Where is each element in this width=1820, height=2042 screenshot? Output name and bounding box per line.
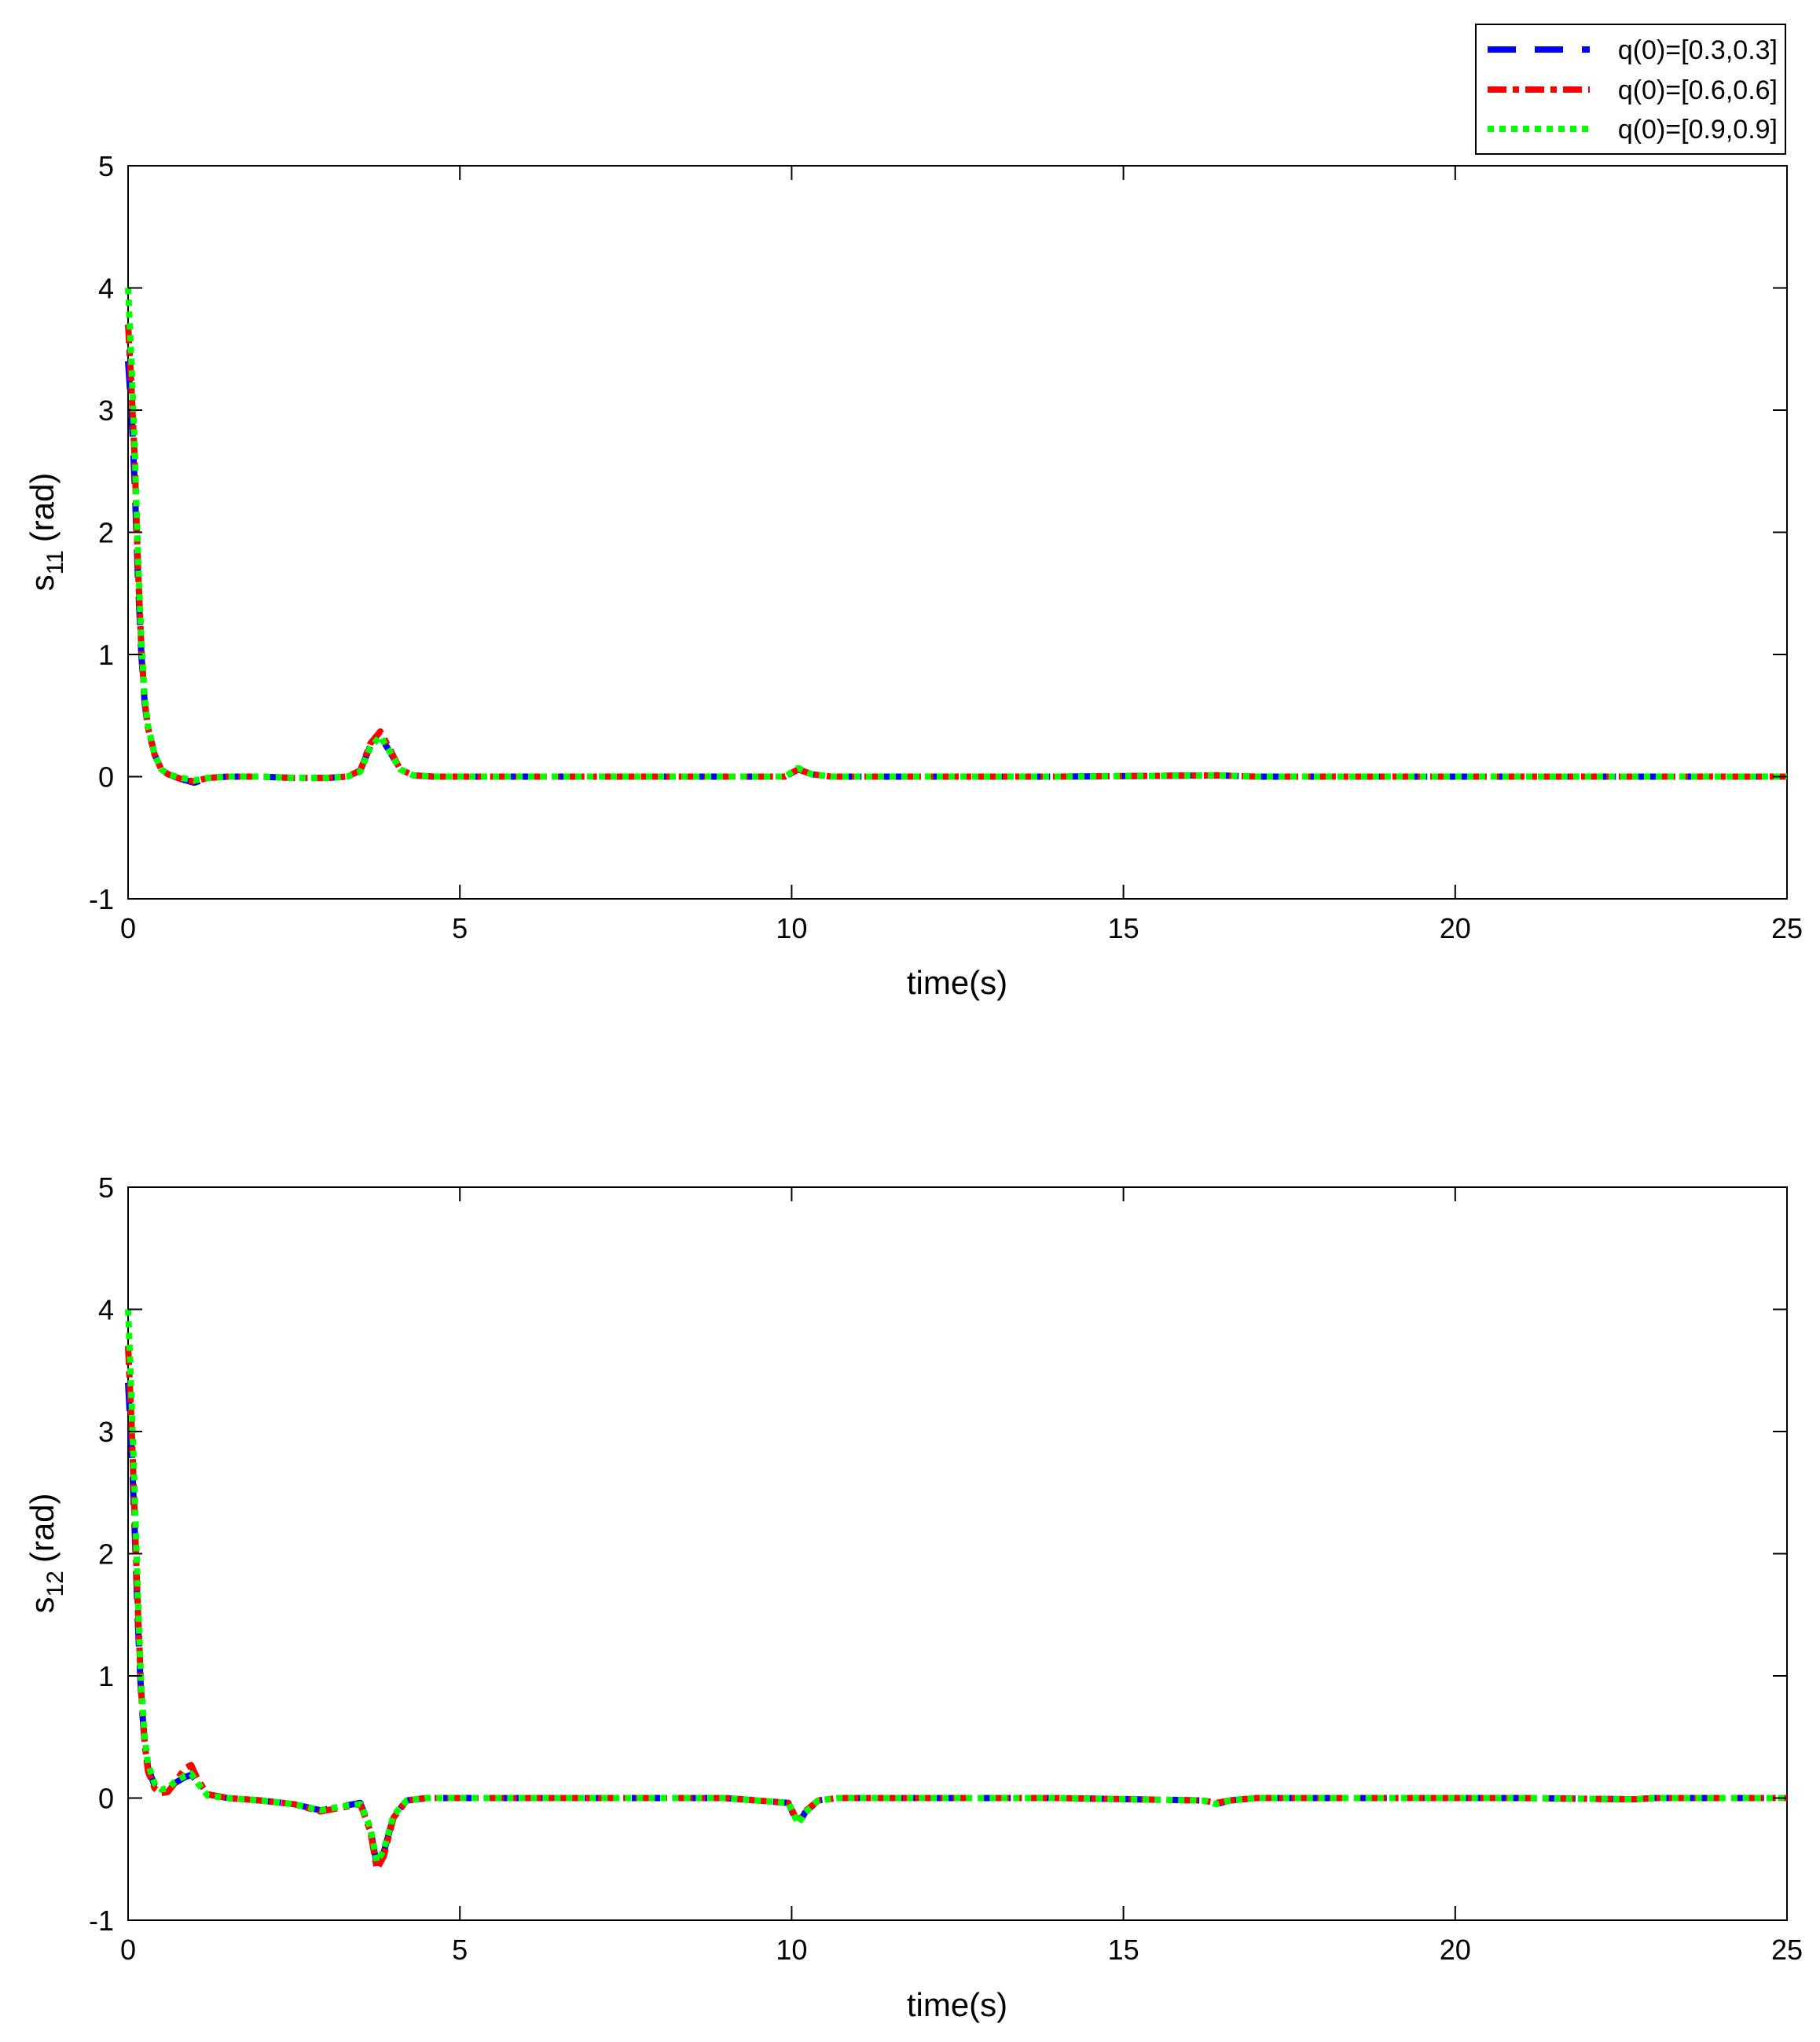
x-tick-label: 25 <box>1771 912 1803 944</box>
x-axis-label-top: time(s) <box>907 964 1007 1001</box>
plot-lines-top <box>125 288 1787 786</box>
x-tick-label: 20 <box>1440 1934 1471 1966</box>
series-line-top-1 <box>125 324 1787 785</box>
y-axis-label-top: s11 (rad) <box>24 473 68 592</box>
y-tick-label: -1 <box>89 1905 114 1937</box>
x-tick-label: 0 <box>120 912 136 944</box>
x-tick-label: 5 <box>452 1934 468 1966</box>
y-axis-label-sub-bottom: 12 <box>42 1571 68 1597</box>
y-axis-label-main-top: s <box>24 574 61 591</box>
x-tick-label: 15 <box>1108 1934 1139 1966</box>
y-axis-label-unit-bottom: (rad) <box>24 1493 61 1563</box>
y-tick-label: 5 <box>98 1171 114 1204</box>
y-ticks-bottom: -1 0 1 2 3 4 5 <box>89 1171 1787 1937</box>
legend-label-1: q(0)=[0.6,0.6] <box>1618 75 1778 105</box>
y-tick-label: 5 <box>98 150 114 182</box>
y-tick-label: 0 <box>98 1783 114 1815</box>
y-tick-label: -1 <box>89 883 114 915</box>
legend-label-2: q(0)=[0.9,0.9] <box>1618 115 1778 145</box>
x-ticks-top: 0 5 10 15 20 25 <box>120 166 1803 944</box>
y-tick-label: 2 <box>98 517 114 549</box>
y-tick-label: 1 <box>98 639 114 671</box>
y-tick-label: 1 <box>98 1660 114 1692</box>
legend: q(0)=[0.3,0.3] q(0)=[0.6,0.6] q(0)=[0.9,… <box>1475 24 1786 155</box>
y-axis-label-bottom: s12 (rad) <box>24 1493 68 1613</box>
x-tick-label: 10 <box>776 1934 807 1966</box>
y-ticks-top: -1 0 1 2 3 4 5 <box>89 150 1787 915</box>
x-axis-label-bottom: time(s) <box>907 1986 1007 2023</box>
plot-area-top <box>127 165 1788 900</box>
y-tick-label: 3 <box>98 1416 114 1448</box>
x-ticks-bottom: 0 5 10 15 20 25 <box>120 1187 1803 1966</box>
x-tick-label: 0 <box>120 1934 136 1966</box>
y-tick-label: 3 <box>98 394 114 427</box>
y-axis-label-sub-top: 11 <box>42 550 68 574</box>
legend-label-0: q(0)=[0.3,0.3] <box>1618 35 1778 65</box>
y-tick-label: 0 <box>98 761 114 794</box>
series-line-bottom-2 <box>125 1309 1787 1865</box>
y-tick-label: 2 <box>98 1538 114 1571</box>
plot-area-bottom <box>127 1186 1788 1921</box>
x-tick-label: 10 <box>776 912 807 944</box>
x-tick-label: 20 <box>1440 912 1471 944</box>
x-tick-label: 25 <box>1771 1934 1803 1966</box>
y-tick-label: 4 <box>98 1294 114 1326</box>
y-axis-label-main-bottom: s <box>24 1597 61 1614</box>
y-tick-label: 4 <box>98 273 114 305</box>
plot-lines-bottom <box>125 1309 1787 1872</box>
series-line-bottom-1 <box>125 1346 1787 1872</box>
x-tick-label: 5 <box>452 912 468 944</box>
x-tick-label: 15 <box>1108 912 1139 944</box>
y-axis-label-unit-top: (rad) <box>24 473 61 543</box>
